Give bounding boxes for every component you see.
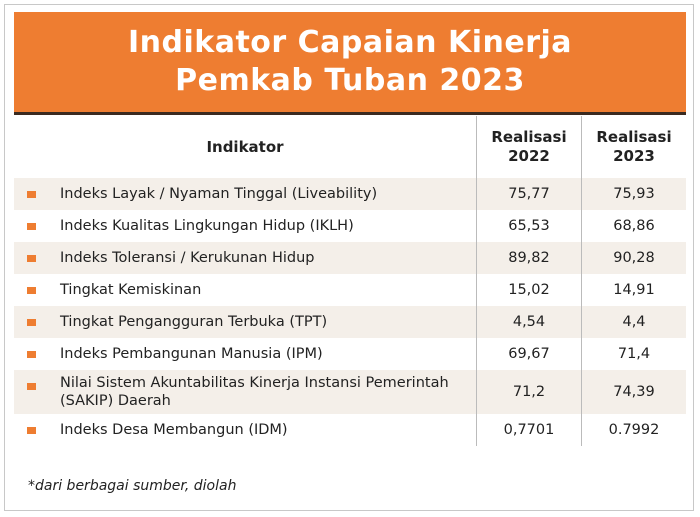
bullet	[27, 255, 36, 262]
table-row: Nilai Sistem Akuntabilitas Kinerja Insta…	[14, 370, 686, 414]
column-header: Realisasi 2023	[581, 116, 686, 178]
header: Indikator Capaian Kinerja Pemkab Tuban 2…	[14, 12, 686, 115]
indicator-cell: Indeks Layak / Nyaman Tinggal (Liveabili…	[14, 178, 477, 210]
table-row: Indeks Desa Membangun (IDM) 0,7701 0.7992	[14, 414, 686, 446]
value-cell: 71,2	[476, 370, 582, 414]
indicator-cell: Tingkat Pengangguran Terbuka (TPT)	[14, 306, 477, 338]
value-cell: 15,02	[476, 274, 582, 306]
bullet	[27, 223, 36, 230]
value-cell: 4,54	[476, 306, 582, 338]
indicator-text: Indeks Kualitas Lingkungan Hidup (IKLH)	[60, 218, 354, 234]
indicator-text: Tingkat Pengangguran Terbuka (TPT)	[60, 314, 328, 330]
indicator-cell: Indeks Toleransi / Kerukunan Hidup	[14, 242, 477, 274]
bullet	[27, 319, 36, 326]
indicator-text: Indeks Pembangunan Manusia (IPM)	[60, 346, 323, 362]
value-cell: 69,67	[476, 338, 582, 370]
frame	[4, 4, 694, 511]
bullet	[27, 427, 36, 434]
footnote: *dari berbagai sumber, diolah	[28, 478, 237, 494]
indicator-cell: Indeks Pembangunan Manusia (IPM)	[14, 338, 477, 370]
table-row: Indeks Kualitas Lingkungan Hidup (IKLH) 6…	[14, 210, 686, 242]
title-line: Pemkab Tuban 2023	[175, 63, 525, 98]
indicator-text: Nilai Sistem Akuntabilitas Kinerja Insta…	[60, 375, 449, 409]
indicator-cell: Indeks Desa Membangun (IDM)	[14, 414, 477, 446]
indicator-text: Tingkat Kemiskinan	[60, 282, 202, 298]
indicator-text: Indeks Layak / Nyaman Tinggal (Liveabili…	[60, 186, 378, 202]
table-row: Tingkat Pengangguran Terbuka (TPT) 4,54 4,…	[14, 306, 686, 338]
value-cell: 75,93	[581, 178, 686, 210]
value-cell: 71,4	[581, 338, 686, 370]
table-head: Indikator Realisasi 2022 Realisasi 2023	[14, 116, 686, 178]
column-header: Realisasi 2022	[476, 116, 582, 178]
value-cell: 0.7992	[581, 414, 686, 446]
table-body: Indeks Layak / Nyaman Tinggal (Liveabili…	[14, 178, 686, 446]
column-header: Indikator	[206, 138, 284, 156]
table-row: Indeks Toleransi / Kerukunan Hidup 89,82 9…	[14, 242, 686, 274]
title-line: Indikator Capaian Kinerja	[127, 25, 573, 60]
bullet	[27, 287, 36, 294]
value-cell: 74,39	[581, 370, 686, 414]
value-cell: 89,82	[476, 242, 582, 274]
header-row: Indikator Realisasi 2022 Realisasi 2023	[14, 116, 686, 178]
value-cell: 14,91	[581, 274, 686, 306]
value-cell: 75,77	[476, 178, 582, 210]
value-cell: 68,86	[581, 210, 686, 242]
indicator-cell: Indeks Kualitas Lingkungan Hidup (IKLH)	[14, 210, 477, 242]
bullet	[27, 351, 36, 358]
bullet	[27, 191, 36, 198]
table-row: Tingkat Kemiskinan 15,02 14,91	[14, 274, 686, 306]
value-cell: 0,7701	[476, 414, 582, 446]
indicator-cell: Nilai Sistem Akuntabilitas Kinerja Insta…	[14, 370, 477, 414]
table-row: Indeks Layak / Nyaman Tinggal (Liveabili…	[14, 178, 686, 210]
table: Indikator Realisasi 2022 Realisasi 2023 Ind…	[14, 116, 686, 446]
value-cell: 4,4	[581, 306, 686, 338]
indicator-cell: Tingkat Kemiskinan	[14, 274, 477, 306]
bullet	[27, 383, 36, 390]
value-cell: 90,28	[581, 242, 686, 274]
indicator-text: Indeks Desa Membangun (IDM)	[60, 422, 288, 438]
value-cell: 65,53	[476, 210, 582, 242]
indicator-text: Indeks Toleransi / Kerukunan Hidup	[60, 250, 315, 266]
table-row: Indeks Pembangunan Manusia (IPM) 69,67 71,…	[14, 338, 686, 370]
